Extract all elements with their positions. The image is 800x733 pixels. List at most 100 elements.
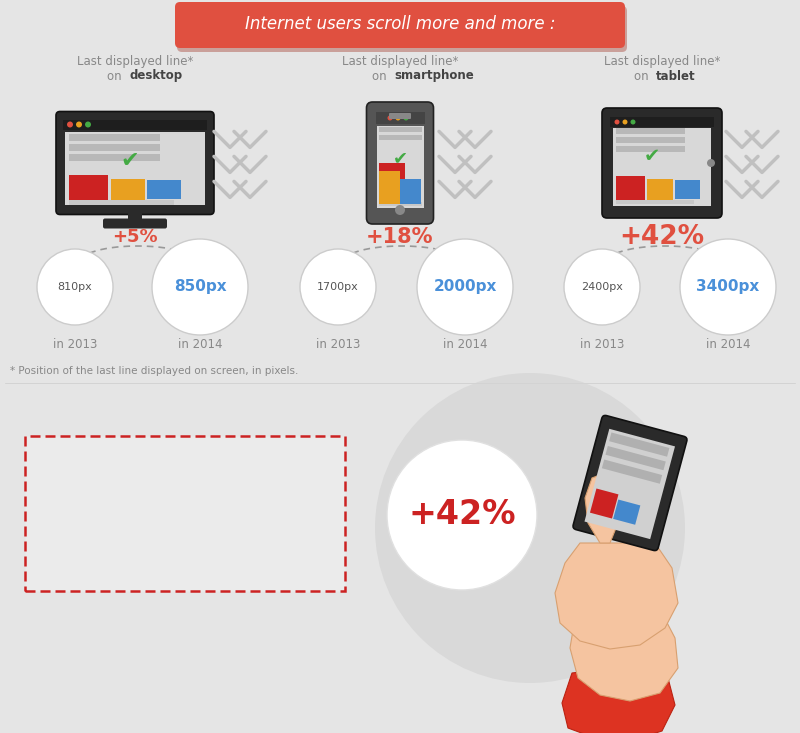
Circle shape xyxy=(85,122,91,128)
Text: 850px: 850px xyxy=(174,279,226,295)
FancyBboxPatch shape xyxy=(103,218,167,229)
Text: Last displayed line*: Last displayed line* xyxy=(342,54,458,67)
Text: in 2013: in 2013 xyxy=(580,339,624,352)
Text: ✔: ✔ xyxy=(644,147,660,166)
FancyBboxPatch shape xyxy=(378,163,405,204)
Text: 3400px: 3400px xyxy=(696,279,760,295)
Text: 1700px: 1700px xyxy=(317,282,359,292)
Text: Last displayed line*: Last displayed line* xyxy=(77,54,193,67)
Circle shape xyxy=(76,122,82,128)
FancyBboxPatch shape xyxy=(175,2,625,48)
Circle shape xyxy=(680,239,776,335)
Text: ✔: ✔ xyxy=(121,151,139,171)
Circle shape xyxy=(622,119,627,125)
Text: +18%: +18% xyxy=(366,227,434,247)
Text: in 2014: in 2014 xyxy=(442,339,487,352)
Text: especially on tablets.: especially on tablets. xyxy=(43,537,190,551)
FancyBboxPatch shape xyxy=(56,111,214,215)
Text: 2400px: 2400px xyxy=(581,282,623,292)
FancyBboxPatch shape xyxy=(573,416,687,550)
Circle shape xyxy=(417,239,513,335)
Text: on: on xyxy=(372,70,390,83)
Text: ✔: ✔ xyxy=(393,149,407,167)
FancyBboxPatch shape xyxy=(616,128,685,134)
Text: in 2013: in 2013 xyxy=(316,339,360,352)
FancyBboxPatch shape xyxy=(177,6,627,52)
FancyBboxPatch shape xyxy=(610,117,714,127)
FancyBboxPatch shape xyxy=(69,144,160,152)
Circle shape xyxy=(300,249,376,325)
FancyBboxPatch shape xyxy=(69,199,174,205)
Circle shape xyxy=(564,249,640,325)
FancyBboxPatch shape xyxy=(616,176,646,201)
FancyBboxPatch shape xyxy=(25,436,345,591)
FancyBboxPatch shape xyxy=(609,432,670,457)
Text: in 2014: in 2014 xyxy=(178,339,222,352)
Text: on: on xyxy=(634,70,652,83)
FancyBboxPatch shape xyxy=(147,180,181,199)
Text: In one year,: In one year, xyxy=(43,461,130,475)
FancyBboxPatch shape xyxy=(65,131,205,205)
Text: 2000px: 2000px xyxy=(434,279,497,295)
FancyBboxPatch shape xyxy=(585,429,675,539)
FancyBboxPatch shape xyxy=(378,135,422,140)
Circle shape xyxy=(67,122,73,128)
FancyBboxPatch shape xyxy=(63,119,207,130)
Text: * Position of the last line displayed on screen, in pixels.: * Position of the last line displayed on… xyxy=(10,366,298,376)
FancyBboxPatch shape xyxy=(69,175,108,201)
FancyBboxPatch shape xyxy=(69,134,160,141)
Text: Last displayed line*: Last displayed line* xyxy=(604,54,720,67)
FancyBboxPatch shape xyxy=(378,202,422,206)
FancyBboxPatch shape xyxy=(616,146,685,152)
Text: in 2014: in 2014 xyxy=(706,339,750,352)
FancyBboxPatch shape xyxy=(613,128,711,206)
Text: scroll rate: scroll rate xyxy=(123,461,202,475)
Polygon shape xyxy=(562,663,675,733)
Text: on every devices, and: on every devices, and xyxy=(117,499,274,513)
FancyBboxPatch shape xyxy=(111,179,145,201)
FancyBboxPatch shape xyxy=(613,500,640,525)
Circle shape xyxy=(387,116,393,120)
Circle shape xyxy=(37,249,113,325)
FancyBboxPatch shape xyxy=(69,155,160,161)
FancyBboxPatch shape xyxy=(378,127,422,132)
Text: on: on xyxy=(107,70,126,83)
FancyBboxPatch shape xyxy=(616,200,694,204)
Circle shape xyxy=(614,119,619,125)
Polygon shape xyxy=(570,613,678,701)
Circle shape xyxy=(387,440,537,590)
FancyBboxPatch shape xyxy=(647,179,673,201)
Text: 810px: 810px xyxy=(58,282,92,292)
Circle shape xyxy=(630,119,635,125)
FancyBboxPatch shape xyxy=(379,172,400,204)
Circle shape xyxy=(707,159,715,167)
FancyBboxPatch shape xyxy=(606,446,666,471)
Text: smartphone: smartphone xyxy=(394,70,474,83)
Polygon shape xyxy=(555,543,678,649)
Text: in 2013: in 2013 xyxy=(53,339,97,352)
Text: increased: increased xyxy=(43,499,119,513)
Text: +42%: +42% xyxy=(619,224,705,250)
FancyBboxPatch shape xyxy=(616,137,685,143)
Circle shape xyxy=(375,373,685,683)
FancyBboxPatch shape xyxy=(602,460,662,484)
Polygon shape xyxy=(585,473,622,543)
FancyBboxPatch shape xyxy=(366,102,434,224)
FancyBboxPatch shape xyxy=(400,180,421,204)
Circle shape xyxy=(395,116,401,120)
Circle shape xyxy=(152,239,248,335)
Text: tablet: tablet xyxy=(656,70,696,83)
Text: Internet users scroll more and more :: Internet users scroll more and more : xyxy=(245,15,555,33)
Text: +5%: +5% xyxy=(112,228,158,246)
Text: desktop: desktop xyxy=(129,70,182,83)
Text: +42%: +42% xyxy=(408,498,516,531)
FancyBboxPatch shape xyxy=(590,488,618,518)
FancyBboxPatch shape xyxy=(602,108,722,218)
FancyBboxPatch shape xyxy=(675,180,700,199)
FancyBboxPatch shape xyxy=(128,210,142,223)
Circle shape xyxy=(403,116,409,120)
FancyBboxPatch shape xyxy=(375,112,425,124)
FancyBboxPatch shape xyxy=(389,113,411,119)
Circle shape xyxy=(395,205,405,215)
FancyBboxPatch shape xyxy=(377,126,423,208)
